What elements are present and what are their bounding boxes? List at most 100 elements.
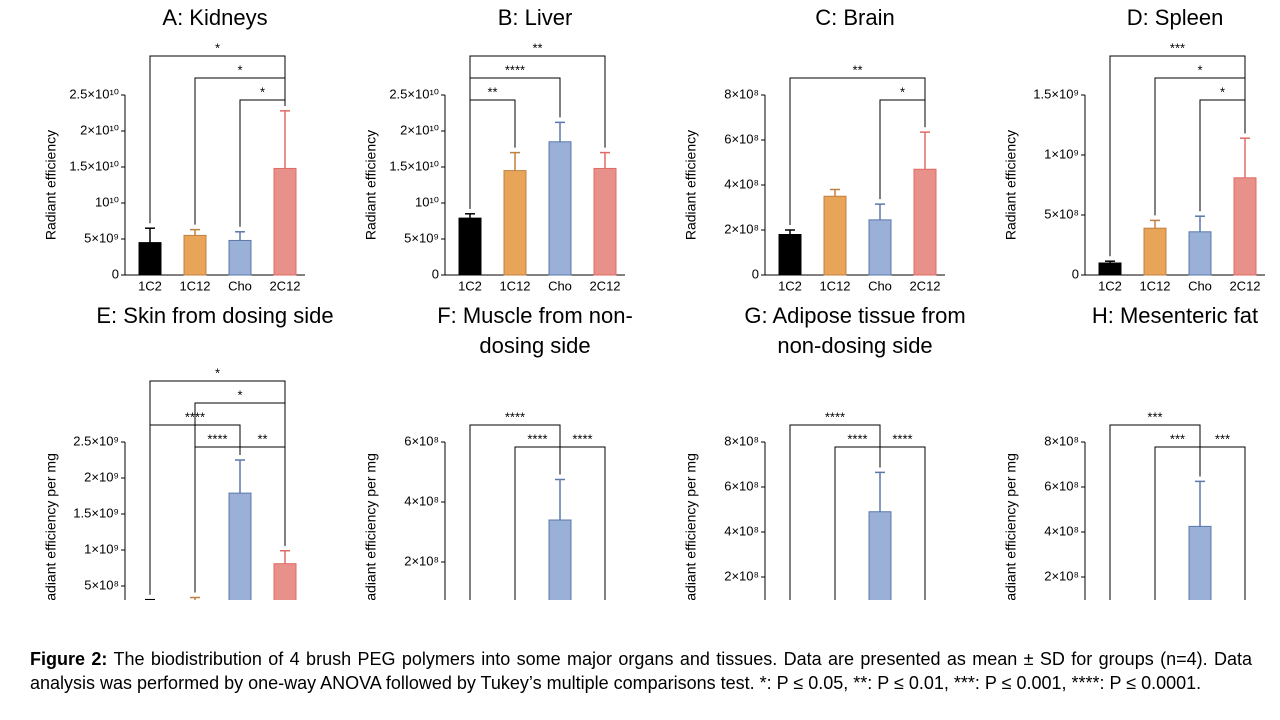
panel-title: G: Adipose tissue from non-dosing side	[744, 303, 966, 358]
error-bar	[875, 203, 885, 220]
error-bar	[920, 131, 930, 170]
x-tick-label: Cho	[868, 278, 892, 293]
bracket-line	[1109, 424, 1201, 600]
y-axis-label: Radiant efficiency per mg	[1003, 453, 1019, 600]
bar	[228, 492, 252, 600]
panel-title: A: Kidneys	[162, 5, 268, 30]
significance-label: ****	[892, 431, 912, 446]
y-tick-label: 6×10⁸	[724, 478, 759, 493]
y-tick-label: 2×10¹⁰	[80, 122, 119, 137]
y-tick-label: 10¹⁰	[95, 194, 119, 209]
significance-label: ****	[505, 409, 525, 424]
y-tick-label: 2.5×10¹⁰	[69, 86, 119, 101]
significance-bracket: ***	[1109, 409, 1201, 600]
bracket-line	[789, 424, 881, 600]
y-axis-label: Radiant efficiency per mg	[43, 453, 59, 600]
x-tick-label: Cho	[228, 278, 252, 293]
x-tick-label: 1C2	[1098, 278, 1122, 293]
error-bar	[875, 471, 885, 512]
y-tick-label: 2×10⁸	[404, 553, 439, 568]
significance-label: *	[900, 84, 905, 99]
y-tick-label: 0	[1072, 266, 1079, 281]
y-tick-label: 5×10⁸	[84, 577, 119, 592]
significance-bracket: *	[149, 365, 286, 595]
caption-text: The biodistribution of 4 brush PEG polym…	[30, 649, 1252, 693]
y-axis-label: Radiant efficiency	[363, 130, 379, 240]
x-tick-label: 1C2	[138, 278, 162, 293]
bar	[1098, 262, 1122, 276]
y-tick-label: 6×10⁸	[724, 131, 759, 146]
bracket-line	[789, 77, 926, 225]
bar	[868, 219, 892, 276]
significance-label: *	[260, 84, 265, 99]
caption: Figure 2: The biodistribution of 4 brush…	[30, 647, 1252, 695]
x-tick-label: 2C12	[1229, 278, 1260, 293]
bar	[823, 195, 847, 276]
significance-label: **	[487, 84, 497, 99]
bar	[458, 217, 482, 276]
error-bar	[555, 121, 565, 142]
significance-label: *	[1197, 62, 1202, 77]
y-tick-label: 2×10¹⁰	[400, 122, 439, 137]
caption-label: Figure 2:	[30, 649, 108, 669]
significance-label: **	[532, 40, 542, 55]
significance-label: ****	[847, 431, 867, 446]
error-bar	[190, 228, 200, 236]
bar	[503, 170, 527, 276]
significance-label: **	[852, 62, 862, 77]
y-tick-label: 4×10⁸	[1044, 523, 1079, 538]
x-tick-label: Cho	[548, 278, 572, 293]
y-tick-label: 0	[112, 266, 119, 281]
bar	[1233, 177, 1257, 276]
significance-label: ****	[527, 431, 547, 446]
bracket-line	[1109, 55, 1246, 257]
error-bar	[510, 151, 520, 171]
y-tick-label: 2×10⁸	[724, 568, 759, 583]
panel-title: H: Mesenteric fat	[1091, 303, 1259, 328]
panel-title: B: Liver	[497, 5, 573, 30]
bar	[1188, 231, 1212, 276]
bar	[138, 242, 162, 276]
significance-label: *	[237, 387, 242, 402]
y-tick-label: 0	[752, 266, 759, 281]
significance-bracket: ****	[469, 409, 561, 600]
bar-chart: 0 5×10⁹ 10¹⁰ 1.5×10¹⁰ 2×10¹⁰ 2.5×10¹⁰ Radiant …	[363, 40, 625, 293]
y-tick-label: 1.5×10⁹	[73, 505, 119, 520]
significance-bracket: **	[789, 62, 926, 225]
y-tick-label: 8×10⁸	[724, 433, 759, 448]
bracket-line	[469, 424, 561, 600]
x-tick-label: 2C12	[269, 278, 300, 293]
y-tick-label: 2.5×10⁹	[73, 433, 119, 448]
y-tick-label: 4×10⁸	[404, 493, 439, 508]
bar	[228, 239, 252, 276]
error-bar	[600, 151, 610, 169]
bar	[183, 234, 207, 276]
significance-label: **	[257, 431, 267, 446]
y-tick-label: 6×10⁸	[404, 433, 439, 448]
bar	[1188, 525, 1212, 600]
y-tick-label: 5×10⁹	[84, 230, 119, 245]
bar-chart: 0 2×10⁸ 4×10⁸ 6×10⁸ 8×10⁸ Radiant efficiency 1…	[683, 62, 945, 293]
bar	[548, 519, 572, 600]
error-bar	[190, 596, 200, 600]
error-bar	[1105, 260, 1115, 263]
x-tick-label: 1C2	[778, 278, 802, 293]
y-tick-label: 5×10⁹	[404, 230, 439, 245]
error-bar	[465, 213, 475, 219]
significance-label: ****	[207, 431, 227, 446]
bar	[548, 141, 572, 276]
error-bar	[235, 459, 245, 494]
significance-label: *	[215, 40, 220, 55]
panel-title: C: Brain	[815, 5, 895, 30]
error-bar	[145, 227, 155, 243]
y-axis-label: Radiant efficiency per mg	[363, 453, 379, 600]
x-tick-label: 1C2	[458, 278, 482, 293]
y-tick-label: 1.5×10¹⁰	[69, 158, 119, 173]
error-bar	[555, 478, 565, 520]
error-bar	[235, 231, 245, 241]
y-tick-label: 5×10⁸	[1044, 206, 1079, 221]
